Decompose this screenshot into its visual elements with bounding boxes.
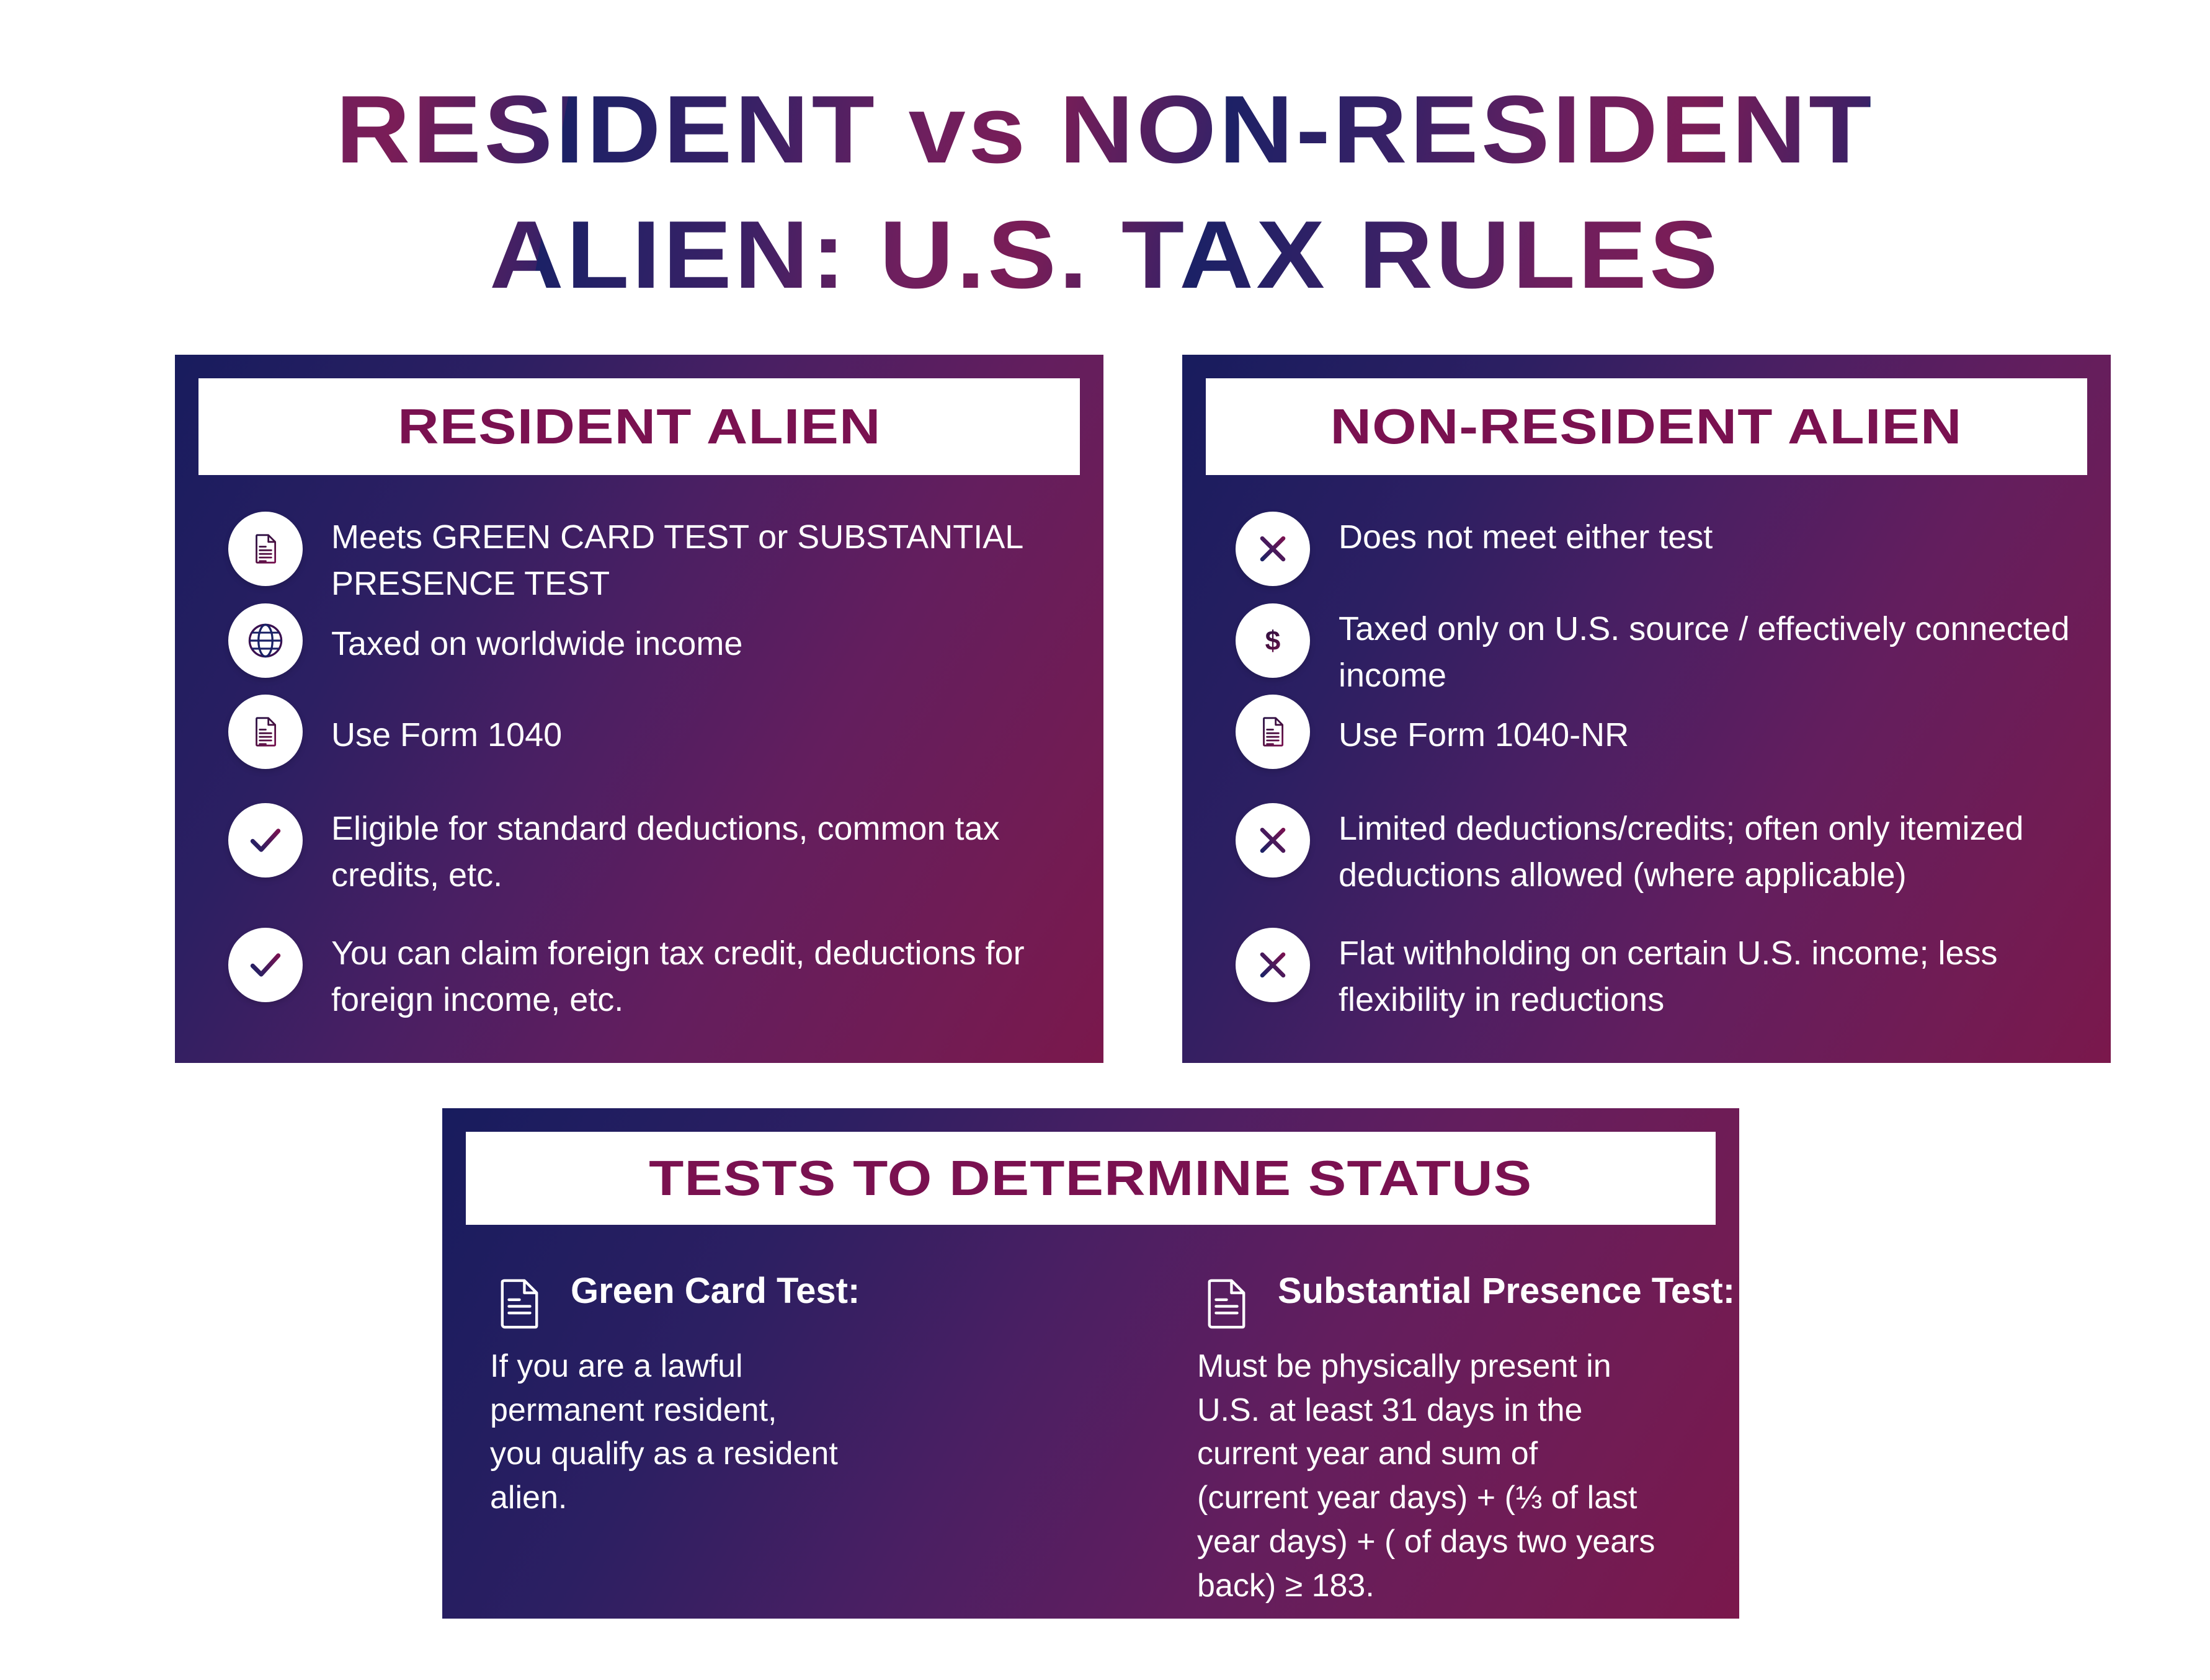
svg-text:$: $ (1265, 626, 1281, 656)
